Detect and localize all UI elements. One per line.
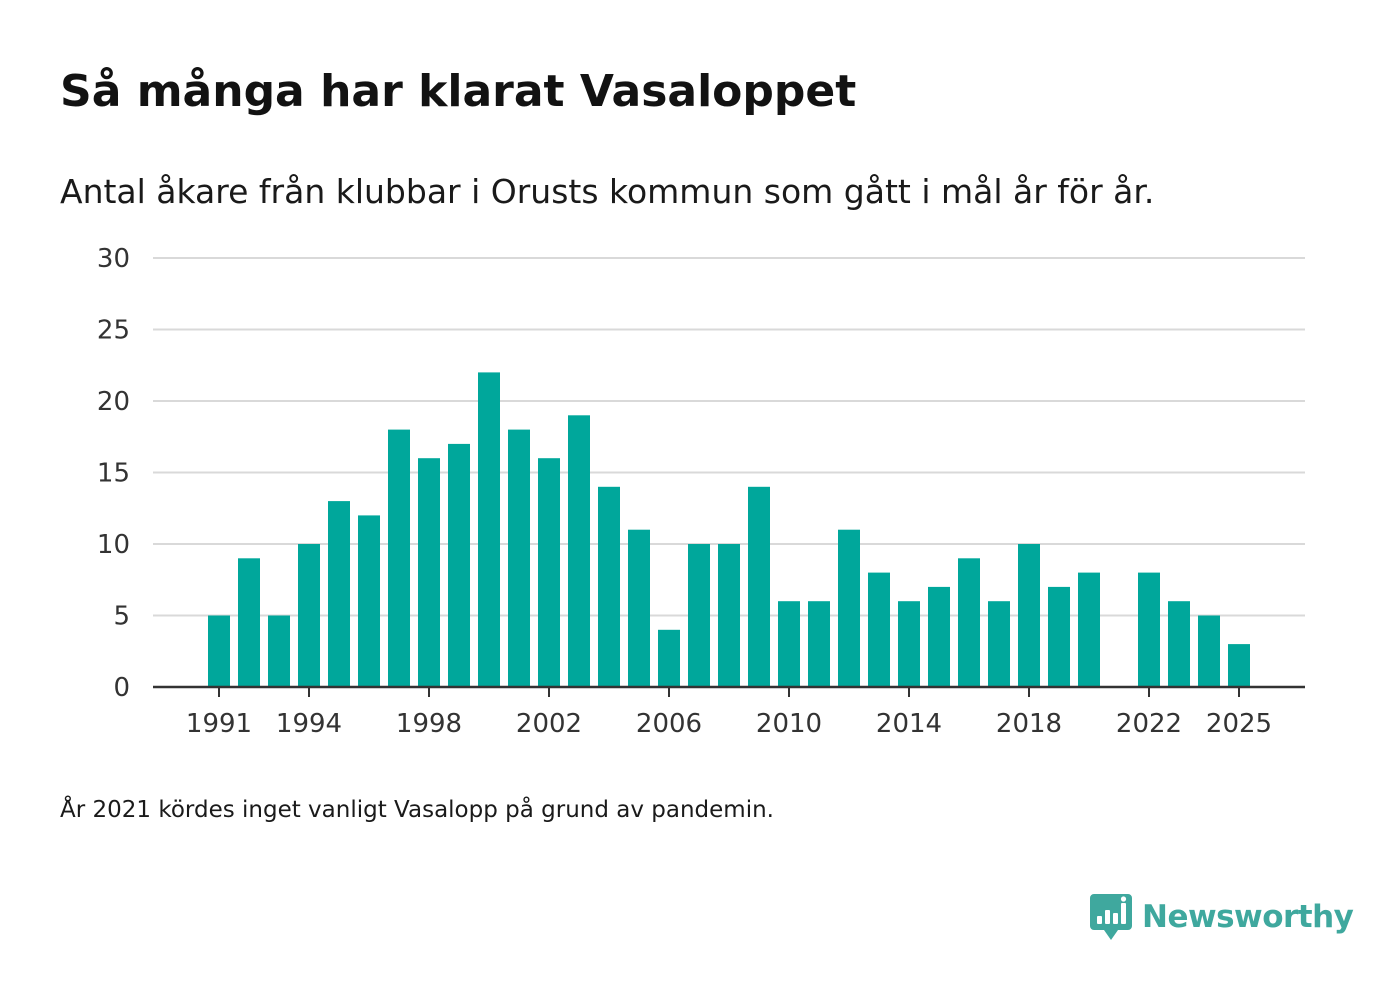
x-tick-label: 2014 [876,709,942,739]
y-axis-labels: 0 5 10 15 20 25 30 [97,244,130,703]
x-tick-label: 2010 [756,709,822,739]
x-tick-label: 1991 [186,709,252,739]
bar-2020 [1078,572,1100,687]
brand-logo: Newsworthy [1090,890,1354,944]
bar-2008 [718,544,740,687]
brand-name: Newsworthy [1142,899,1354,935]
bar-2002 [538,458,560,687]
x-tick-label: 2018 [996,709,1062,739]
bar-2023 [1168,601,1190,687]
bar-2024 [1198,615,1220,687]
bar-1994 [298,544,320,687]
chart-subtitle: Antal åkare från klubbar i Orusts kommun… [60,172,1155,211]
bar-2011 [808,601,830,687]
bar-1995 [328,501,350,687]
bar-2018 [1018,544,1040,687]
bar-1993 [268,615,290,687]
bar-2017 [988,601,1010,687]
bar-2015 [928,586,950,687]
bar-2003 [568,415,590,687]
y-tick-label: 20 [97,387,130,417]
chart-title: Så många har klarat Vasaloppet [60,66,857,117]
bar-1996 [358,515,380,687]
x-axis: 1991 1994 1998 2002 2006 2010 2014 2018 2022 2025 [153,685,1305,739]
newsworthy-logo-icon [1090,894,1132,940]
bar-2019 [1048,586,1070,687]
bar-2016 [958,558,980,687]
bar-2005 [628,529,650,687]
y-tick-label: 25 [97,316,130,346]
y-tick-label: 30 [97,244,130,274]
bar-2004 [598,486,620,687]
bars [208,372,1250,687]
bar-2010 [778,601,800,687]
y-tick-label: 15 [97,459,130,489]
bar-2025 [1228,644,1250,687]
bar-1998 [418,458,440,687]
y-tick-label: 5 [113,602,130,632]
bar-2006 [658,629,680,687]
bar-2009 [748,486,770,687]
bar-2007 [688,544,710,687]
bar-1999 [448,443,470,687]
bar-2013 [868,572,890,687]
x-tick-label: 2006 [636,709,702,739]
bar-2001 [508,429,530,687]
bar-1992 [238,558,260,687]
y-tick-label: 0 [113,673,130,703]
bar-2014 [898,601,920,687]
x-tick-label: 2022 [1116,709,1182,739]
x-tick-label: 1994 [276,709,342,739]
y-tick-label: 10 [97,530,130,560]
x-tick-label: 2002 [516,709,582,739]
x-tick-label: 1998 [396,709,462,739]
x-tick-label: 2025 [1206,709,1272,739]
bar-2000 [478,372,500,687]
bar-1997 [388,429,410,687]
footnote: År 2021 kördes inget vanligt Vasalopp på… [60,797,774,823]
bar-1991 [208,615,230,687]
bar-2012 [838,529,860,687]
bar-2022 [1138,572,1160,687]
